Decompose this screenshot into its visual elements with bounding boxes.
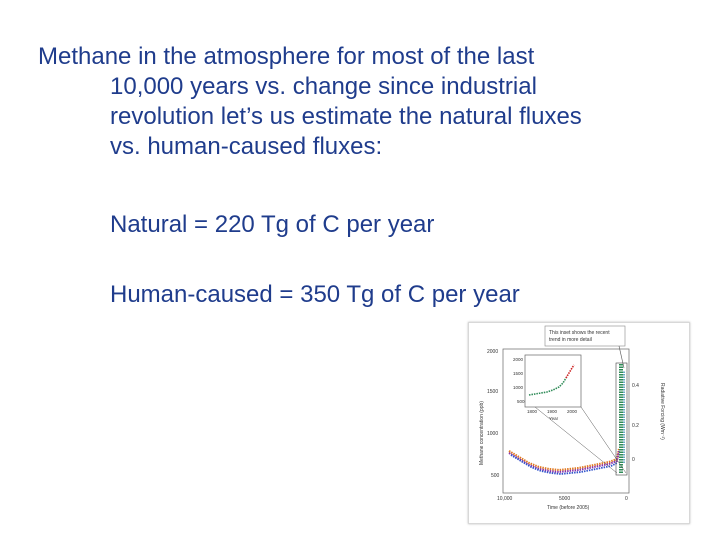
main-ylabel: Methane concentration (ppb) xyxy=(479,401,485,465)
zoom-highlight-box xyxy=(615,362,628,476)
callout-box xyxy=(544,325,626,347)
main-xtick-0: 0 xyxy=(625,496,628,502)
heading-line-4: vs. human-caused fluxes: xyxy=(110,133,383,160)
zoom-line-left xyxy=(534,406,618,474)
main-ytick-1000: 1000 xyxy=(487,431,498,437)
inset-ytick-1000: 1000 xyxy=(513,385,524,390)
natural-flux-text: Natural = 220 Tg of C per year xyxy=(110,211,435,238)
slide-heading: Methane in the atmosphere for most of th… xyxy=(38,42,698,162)
inset-ytick-500: 500 xyxy=(517,399,525,404)
inset-recent xyxy=(565,364,575,379)
inset-xtick-1900: 1900 xyxy=(547,409,558,414)
methane-figure: This inset shows the recent trend in mor… xyxy=(468,322,690,524)
human-flux-text: Human-caused = 350 Tg of C per year xyxy=(110,281,520,308)
main-ytick-2000: 2000 xyxy=(487,349,498,355)
right-axis-label: Radiative Forcing (Wm⁻²) xyxy=(659,383,665,440)
main-xtick-5000: 5000 xyxy=(559,496,570,502)
right-tick-0-4: 0.4 xyxy=(632,383,639,389)
heading-line-3: revolution let’s us estimate the natural… xyxy=(110,103,582,130)
inset-ytick-1500: 1500 xyxy=(513,371,524,376)
callout-line-2: trend in more detail xyxy=(549,337,592,343)
main-xlabel: Time (before 2005) xyxy=(547,505,590,511)
right-tick-0-2: 0.2 xyxy=(632,423,639,429)
main-series-blue xyxy=(510,454,618,475)
inset-series xyxy=(528,377,567,396)
main-plot-frame xyxy=(502,348,630,494)
inset-xtick-2000: 2000 xyxy=(567,409,578,414)
inset-xtick-1800: 1800 xyxy=(527,409,538,414)
methane-figure-svg: This inset shows the recent trend in mor… xyxy=(479,325,665,511)
heading-line-2: 10,000 years vs. change since industrial xyxy=(110,73,537,100)
callout-pointer xyxy=(618,345,625,369)
main-ytick-1500: 1500 xyxy=(487,389,498,395)
main-series-orange xyxy=(508,448,621,472)
heading-line-1: Methane in the atmosphere for most of th… xyxy=(38,43,535,70)
main-xtick-10000: 10,000 xyxy=(497,496,513,502)
zoom-line-right xyxy=(580,406,627,474)
inset-ytick-2000: 2000 xyxy=(513,357,524,362)
main-ytick-500: 500 xyxy=(491,473,500,479)
inset-plot-frame xyxy=(524,354,582,408)
callout-line-1: This inset shows the recent xyxy=(549,330,610,336)
right-tick-0: 0 xyxy=(632,457,635,463)
inset-xlabel: Year xyxy=(549,416,559,421)
